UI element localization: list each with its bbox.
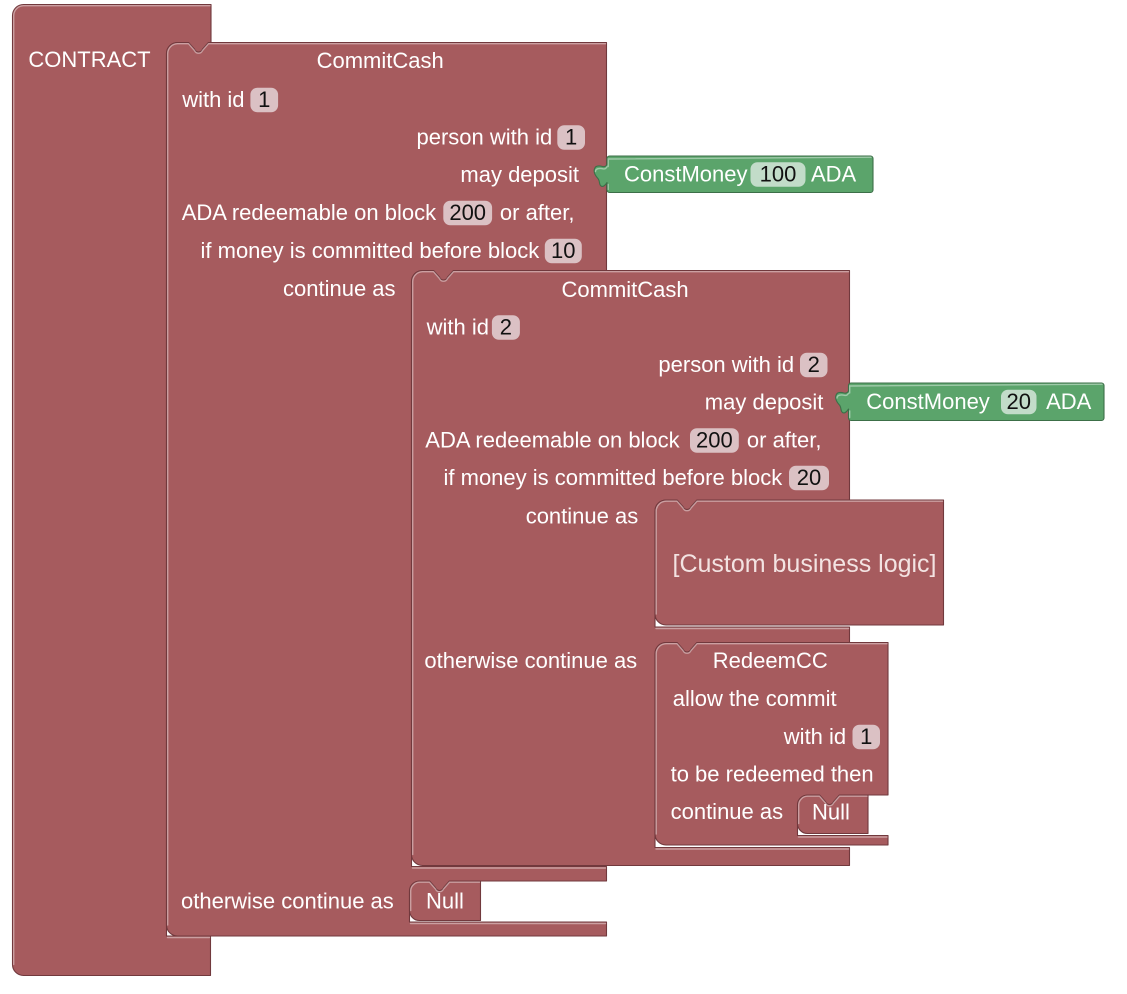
svg-text:continue as: continue as xyxy=(283,276,396,301)
svg-text:ConstMoney: ConstMoney xyxy=(624,162,748,187)
svg-text:person with id: person with id xyxy=(658,352,794,377)
svg-text:ADA: ADA xyxy=(1046,389,1092,414)
svg-text:CommitCash: CommitCash xyxy=(562,277,689,302)
svg-text:with id: with id xyxy=(426,315,489,340)
svg-text:ADA: ADA xyxy=(811,162,857,187)
svg-text:continue as: continue as xyxy=(671,799,784,824)
svg-text:200: 200 xyxy=(696,428,733,453)
svg-text:20: 20 xyxy=(1007,389,1031,414)
svg-text:200: 200 xyxy=(449,200,486,225)
svg-text:with id: with id xyxy=(783,724,846,749)
svg-text:ADA redeemable on block: ADA redeemable on block xyxy=(425,428,680,453)
svg-text:RedeemCC: RedeemCC xyxy=(713,648,828,673)
svg-text:10: 10 xyxy=(551,238,575,263)
svg-text:otherwise continue as: otherwise continue as xyxy=(424,648,637,673)
svg-text:2: 2 xyxy=(808,352,820,377)
svg-text:or after,: or after, xyxy=(747,428,822,453)
svg-text:100: 100 xyxy=(760,162,797,187)
svg-text:1: 1 xyxy=(565,125,577,150)
svg-text:20: 20 xyxy=(797,465,821,490)
svg-text:with id: with id xyxy=(181,87,244,112)
svg-text:otherwise continue as: otherwise continue as xyxy=(181,889,394,914)
svg-text:CommitCash: CommitCash xyxy=(317,48,444,73)
svg-text:allow the commit: allow the commit xyxy=(673,686,837,711)
svg-text:may deposit: may deposit xyxy=(705,390,824,415)
svg-text:may deposit: may deposit xyxy=(460,162,579,187)
svg-text:CONTRACT: CONTRACT xyxy=(28,47,150,72)
svg-text:if money is committed before b: if money is committed before block xyxy=(444,465,784,490)
svg-text:Null: Null xyxy=(812,800,850,825)
svg-text:to be redeemed then: to be redeemed then xyxy=(671,762,874,787)
svg-text:[Custom business logic]: [Custom business logic] xyxy=(673,550,937,578)
svg-text:ADA redeemable on block: ADA redeemable on block xyxy=(182,200,437,225)
svg-text:continue as: continue as xyxy=(526,504,639,529)
svg-text:1: 1 xyxy=(860,724,872,749)
svg-text:ConstMoney: ConstMoney xyxy=(866,389,990,414)
svg-text:2: 2 xyxy=(500,315,512,340)
svg-text:Null: Null xyxy=(426,889,464,914)
svg-text:or after,: or after, xyxy=(500,200,575,225)
svg-text:1: 1 xyxy=(258,87,270,112)
svg-text:person with id: person with id xyxy=(417,125,553,150)
svg-text:if money is committed before b: if money is committed before block xyxy=(201,238,541,263)
